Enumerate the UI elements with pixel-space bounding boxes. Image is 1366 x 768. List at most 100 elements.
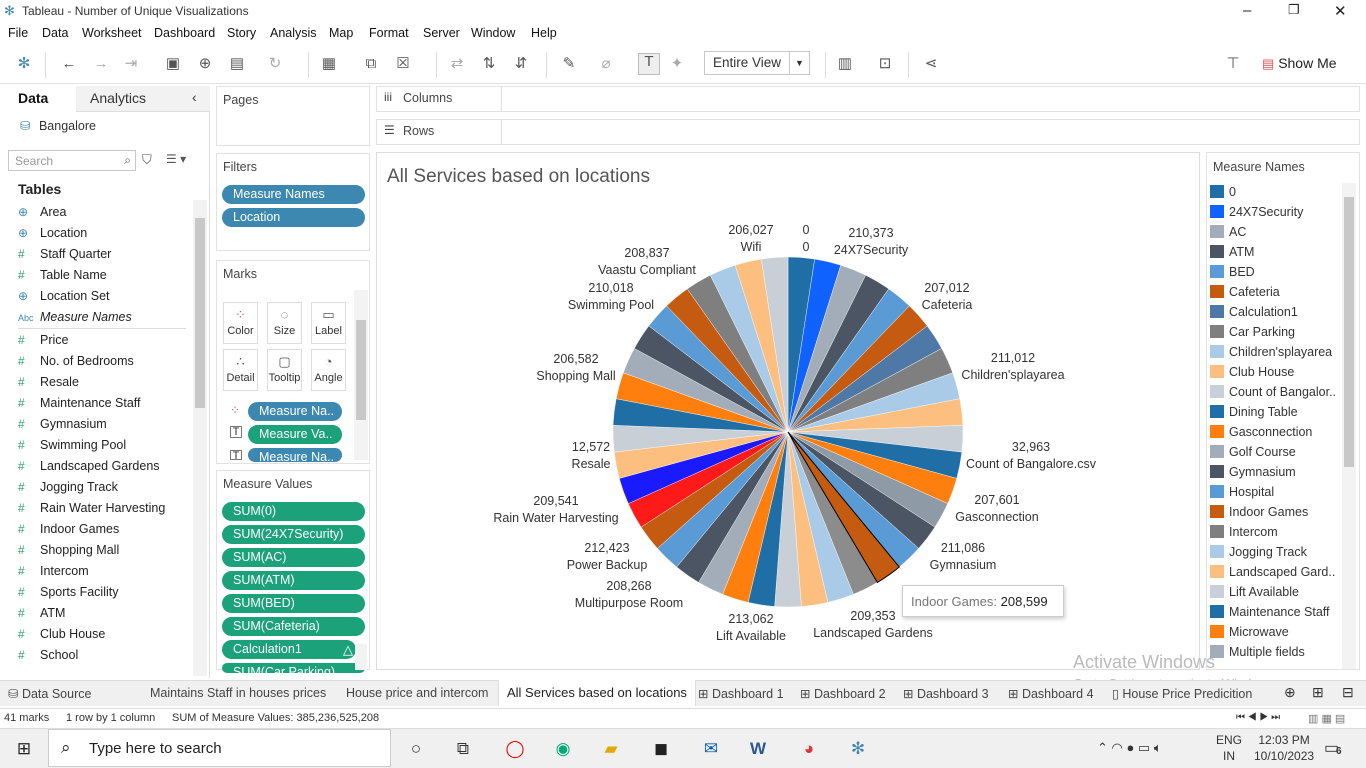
filter-pill-measure-names[interactable]: Measure Names — [222, 185, 365, 204]
measure-pill[interactable]: SUM(0) — [222, 502, 365, 521]
menu-worksheet[interactable]: Worksheet — [82, 26, 142, 40]
legend-item[interactable]: Dining Table — [1210, 405, 1340, 419]
legend-item[interactable]: Multiple fields — [1210, 645, 1340, 659]
label-button[interactable]: ▭ Label — [311, 302, 346, 344]
swap-icon[interactable]: ⇄ — [450, 55, 464, 72]
sheet-view-icons[interactable]: ▥ ▦ ▤ — [1308, 713, 1346, 725]
field-item[interactable]: ⊕ Location — [18, 226, 87, 240]
measure-pill[interactable]: SUM(24X7Security) — [222, 525, 365, 544]
new-worksheet-icon[interactable]: ▦ — [321, 55, 337, 72]
measure-pill[interactable]: SUM(ATM) — [222, 571, 365, 590]
duplicate-icon[interactable]: ⧉ — [365, 55, 377, 72]
language-indicator[interactable]: ENG IN — [1216, 732, 1242, 764]
menu-server[interactable]: Server — [423, 26, 460, 40]
presentation-icon[interactable]: ⊡ — [878, 55, 892, 72]
field-item[interactable]: # No. of Bedrooms — [18, 354, 134, 368]
legend-item[interactable]: Intercom — [1210, 525, 1340, 539]
menu-window[interactable]: Window — [471, 26, 516, 40]
start-icon[interactable]: ⊞ — [16, 739, 32, 758]
show-labels-icon[interactable]: T — [638, 53, 660, 75]
tab-dashboard-1[interactable]: ⊞ Dashboard 1 — [698, 687, 784, 701]
undo-icon[interactable]: ← — [61, 55, 77, 72]
legend-item[interactable]: Hospital — [1210, 485, 1340, 499]
mail-icon[interactable]: ✉ — [703, 739, 719, 758]
field-item[interactable]: # Rain Water Harvesting — [18, 501, 165, 515]
color-button[interactable]: ⁘ Color — [223, 302, 258, 344]
legend-scrollbar[interactable] — [1342, 183, 1356, 669]
word-icon[interactable]: W — [749, 739, 767, 758]
tab-data[interactable]: Data — [0, 86, 76, 112]
pie-chart[interactable] — [600, 244, 976, 620]
field-item[interactable]: # Jogging Track — [18, 480, 118, 494]
legend-item[interactable]: Children'splayarea — [1210, 345, 1340, 359]
replay-icon[interactable]: ⇥ — [124, 55, 138, 72]
filter-pill-location[interactable]: Location — [222, 208, 365, 227]
clock[interactable]: 12:03 PM 10/10/2023 — [1254, 732, 1314, 764]
new-dashboard-icon[interactable]: ⊞ — [1312, 684, 1324, 700]
menu-story[interactable]: Story — [227, 26, 257, 40]
field-item[interactable]: ⊕ Area — [18, 205, 66, 219]
measure-values-scrollbar[interactable] — [355, 644, 367, 670]
size-button[interactable]: ◌ Size — [267, 302, 302, 344]
field-item[interactable]: # Staff Quarter — [18, 247, 111, 261]
measure-pill[interactable]: SUM(AC) — [222, 548, 365, 567]
field-item[interactable]: Abc Measure Names — [18, 310, 132, 324]
menu-help[interactable]: Help — [531, 26, 557, 40]
field-item[interactable]: # Price — [18, 333, 68, 347]
field-item[interactable]: # ATM — [18, 606, 65, 620]
menu-file[interactable]: File — [8, 26, 29, 40]
field-item[interactable]: # Landscaped Gardens — [18, 459, 160, 473]
search-input[interactable]: Search ⌕ — [8, 150, 136, 171]
notification-icon[interactable]: ▭ — [1324, 740, 1340, 757]
view-options-icon[interactable]: ☰ ▾ — [166, 152, 187, 166]
field-item[interactable]: # Sports Facility — [18, 585, 119, 599]
legend-item[interactable]: BED — [1210, 265, 1340, 279]
clear-sheet-icon[interactable]: ☒ — [396, 55, 410, 72]
measure-pill[interactable]: SUM(Car Parking) — [222, 663, 365, 673]
field-item[interactable]: # Shopping Mall — [18, 543, 119, 557]
legend-item[interactable]: Count of Bangalor.. — [1210, 385, 1340, 399]
field-item[interactable]: # Gymnasium — [18, 417, 107, 431]
legend-item[interactable]: Gasconnection — [1210, 425, 1340, 439]
menu-format[interactable]: Format — [369, 26, 409, 40]
tableau-home-icon[interactable]: ✻ — [17, 55, 31, 72]
pause-updates-icon[interactable]: ▤ — [229, 55, 245, 72]
show-cards-icon[interactable]: ▥ — [837, 55, 853, 72]
menu-map[interactable]: Map — [329, 26, 354, 40]
refresh-icon[interactable]: ↻ — [268, 55, 282, 72]
field-item[interactable]: # Maintenance Staff — [18, 396, 141, 410]
legend-item[interactable]: Cafeteria — [1210, 285, 1340, 299]
tab-dashboard-3[interactable]: ⊞ Dashboard 3 — [903, 687, 989, 701]
legend-item[interactable]: 24X7Security — [1210, 205, 1340, 219]
legend-item[interactable]: Maintenance Staff — [1210, 605, 1340, 619]
tab-maintains-staff[interactable]: Maintains Staff in houses prices — [150, 686, 327, 700]
task-view-icon[interactable]: ⧉ — [456, 739, 470, 758]
menu-analysis[interactable]: Analysis — [270, 26, 317, 40]
tab-data-source[interactable]: ⛁ Data Source — [8, 687, 92, 701]
tray-icons[interactable]: ⌃ ◠ ● ▭ 🔈︎ — [1097, 740, 1162, 755]
filter-icon[interactable]: ⛉ — [142, 152, 152, 167]
tab-all-services[interactable]: All Services based on locations — [498, 680, 696, 706]
tooltip-button[interactable]: ▢ Tooltip — [267, 349, 302, 391]
redo-icon[interactable]: → — [93, 55, 109, 72]
tableau-taskbar-icon[interactable]: ✻ — [850, 739, 866, 758]
save-icon[interactable]: ▣ — [165, 55, 181, 72]
field-item[interactable]: # Club House — [18, 627, 105, 641]
highlight-icon[interactable]: ✎ — [562, 55, 576, 72]
share-icon[interactable]: ⋖ — [924, 55, 938, 72]
tab-analytics[interactable]: Analytics ‹ — [76, 86, 210, 112]
new-sheet-icon[interactable]: ⊕ — [1284, 684, 1296, 700]
field-item[interactable]: # Indoor Games — [18, 522, 119, 536]
file-explorer-icon[interactable]: ▰ — [604, 739, 618, 758]
legend-item[interactable]: Indoor Games — [1210, 505, 1340, 519]
store-icon[interactable]: ◼ — [653, 739, 669, 758]
minimize-icon[interactable]: – — [1243, 2, 1252, 19]
close-icon[interactable]: ✕ — [1334, 3, 1347, 20]
field-item[interactable]: # Intercom — [18, 564, 89, 578]
edge-icon[interactable]: ◉ — [555, 739, 571, 758]
legend-item[interactable]: Landscaped Gard.. — [1210, 565, 1340, 579]
pie-slice[interactable] — [761, 256, 789, 433]
columns-shelf[interactable]: iii Columns — [376, 86, 1360, 112]
sort-asc-icon[interactable]: ⇅ — [482, 55, 496, 72]
tab-house-price-intercom[interactable]: House price and intercom — [346, 686, 489, 700]
